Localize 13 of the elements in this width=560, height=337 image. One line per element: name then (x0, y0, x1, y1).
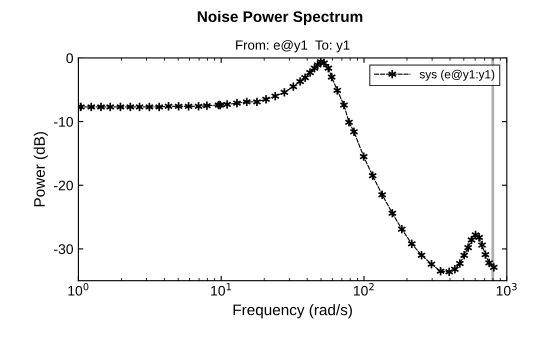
legend-label: sys (e@y1:y1) (420, 70, 494, 81)
x-tick-label: 10$^{1}$ (211, 283, 231, 296)
y-tick-label: -20 (54, 180, 73, 190)
chart-subtitle: From: e@y1 To: y1 (236, 40, 350, 52)
chart-title: Noise Power Spectrum (198, 10, 362, 26)
x-axis-title: Frequency (rad/s) (234, 304, 352, 318)
y-tick-label: -10 (54, 116, 73, 127)
x-tick-label: 10$^{0}$ (68, 283, 88, 296)
y-axis-title: Power (dB) (34, 132, 48, 206)
x-tick-label: 10$^{3}$ (496, 283, 517, 296)
y-tick-label: 0 (66, 53, 73, 64)
x-tick-label: 10$^{2}$ (354, 283, 374, 296)
y-tick-label: -30 (54, 244, 73, 254)
